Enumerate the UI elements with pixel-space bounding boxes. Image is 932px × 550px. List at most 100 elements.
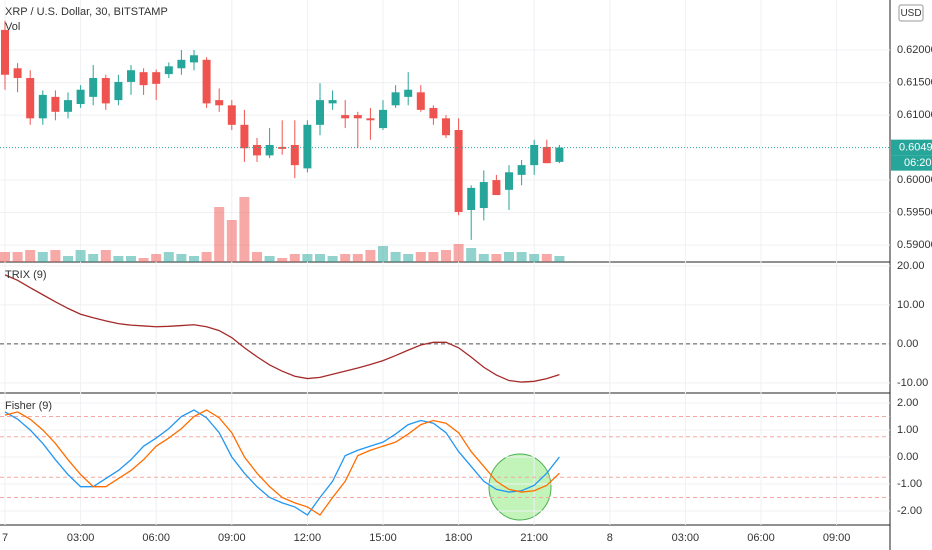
volume-bar bbox=[50, 250, 61, 262]
candle-body bbox=[253, 144, 261, 156]
volume-bar bbox=[75, 250, 86, 262]
volume-bar bbox=[100, 250, 111, 262]
volume-bar bbox=[491, 254, 502, 262]
volume-bar bbox=[352, 254, 363, 262]
currency-label: USD bbox=[900, 8, 921, 19]
volume-bar bbox=[12, 252, 23, 262]
volume-bar bbox=[63, 256, 73, 262]
candle-body bbox=[517, 165, 526, 175]
countdown-box bbox=[891, 155, 932, 171]
y-tick-label: -10.00 bbox=[897, 377, 928, 389]
last-price-box bbox=[891, 139, 932, 156]
candle-body bbox=[366, 118, 375, 121]
countdown-label: 06:20 bbox=[904, 157, 932, 169]
volume-bar bbox=[277, 258, 288, 262]
candle-body bbox=[442, 118, 450, 136]
volume-bar bbox=[453, 244, 464, 262]
volume-bar bbox=[302, 254, 313, 262]
candle-body bbox=[64, 100, 72, 112]
volume-bar bbox=[529, 254, 540, 262]
volume-bar bbox=[25, 250, 36, 262]
volume-bar bbox=[0, 252, 10, 262]
x-tick-label: 12:00 bbox=[294, 532, 322, 544]
candle-body bbox=[101, 78, 110, 104]
pane-title: TRIX (9) bbox=[5, 269, 47, 281]
volume-bar bbox=[113, 256, 124, 262]
x-tick-label: 18:00 bbox=[445, 532, 473, 544]
volume-bar bbox=[516, 252, 527, 262]
candle-body bbox=[38, 94, 47, 119]
volume-bar bbox=[189, 256, 199, 262]
candle-body bbox=[416, 92, 425, 110]
volume-bar bbox=[390, 252, 401, 262]
candle-body bbox=[139, 72, 148, 86]
x-tick-label: 03:00 bbox=[67, 532, 95, 544]
volume-bar bbox=[264, 256, 275, 262]
volume-bar bbox=[441, 250, 451, 262]
candle-body bbox=[76, 89, 85, 105]
volume-bar bbox=[126, 256, 136, 262]
indicator-line bbox=[4, 274, 560, 383]
volume-bar bbox=[37, 252, 48, 262]
candle-body bbox=[429, 107, 438, 119]
candle-body bbox=[1, 29, 9, 75]
indicator-line bbox=[4, 409, 560, 516]
pane-title: Fisher (9) bbox=[5, 400, 52, 412]
candle-body bbox=[303, 124, 312, 169]
candle-body bbox=[505, 172, 513, 190]
volume-bar bbox=[252, 252, 262, 262]
volume-bar bbox=[415, 252, 426, 262]
volume-bar bbox=[315, 254, 325, 262]
y-tick-label: 0.00 bbox=[897, 451, 918, 463]
x-tick-label: 7 bbox=[2, 532, 8, 544]
candle-body bbox=[542, 146, 551, 164]
currency-box bbox=[898, 4, 924, 22]
y-tick-label: 10.00 bbox=[897, 299, 925, 311]
volume-bar bbox=[378, 246, 388, 262]
volume-bar bbox=[327, 256, 338, 262]
volume-bar bbox=[239, 197, 250, 262]
candle-body bbox=[89, 78, 98, 97]
volume-bar bbox=[466, 248, 477, 262]
volume-bar bbox=[289, 254, 300, 262]
x-tick-label: 03:00 bbox=[672, 532, 700, 544]
volume-bar bbox=[554, 256, 565, 262]
volume-bar bbox=[365, 250, 376, 262]
volume-bar bbox=[340, 254, 351, 262]
candle-body bbox=[379, 109, 387, 129]
candle-body bbox=[202, 59, 211, 104]
volume-bar bbox=[151, 254, 162, 262]
indicator-line bbox=[4, 409, 560, 516]
volume-bar bbox=[138, 258, 149, 262]
candle-body bbox=[177, 59, 186, 69]
y-tick-label: -2.00 bbox=[897, 505, 922, 517]
candle-body bbox=[479, 182, 488, 209]
y-tick-label: 0.00 bbox=[897, 338, 918, 350]
volume-bar bbox=[201, 252, 212, 262]
candle-body bbox=[127, 70, 135, 82]
highlight-ellipse bbox=[488, 453, 552, 521]
candle-body bbox=[26, 78, 35, 119]
candle-body bbox=[265, 144, 274, 156]
last-price-label: 0.60499 bbox=[899, 142, 932, 154]
candle-body bbox=[227, 105, 236, 125]
candle-body bbox=[215, 100, 224, 106]
volume-bar bbox=[504, 252, 514, 262]
volume-bar bbox=[163, 252, 174, 262]
candle-body bbox=[404, 89, 413, 97]
candle-body bbox=[530, 144, 539, 166]
candle-body bbox=[391, 92, 400, 106]
volume-bar bbox=[478, 254, 489, 262]
x-tick-label: 15:00 bbox=[369, 532, 397, 544]
volume-bar bbox=[541, 254, 552, 262]
candle-body bbox=[190, 55, 198, 63]
candle-body bbox=[341, 115, 350, 119]
y-tick-label: 1.00 bbox=[897, 424, 918, 436]
